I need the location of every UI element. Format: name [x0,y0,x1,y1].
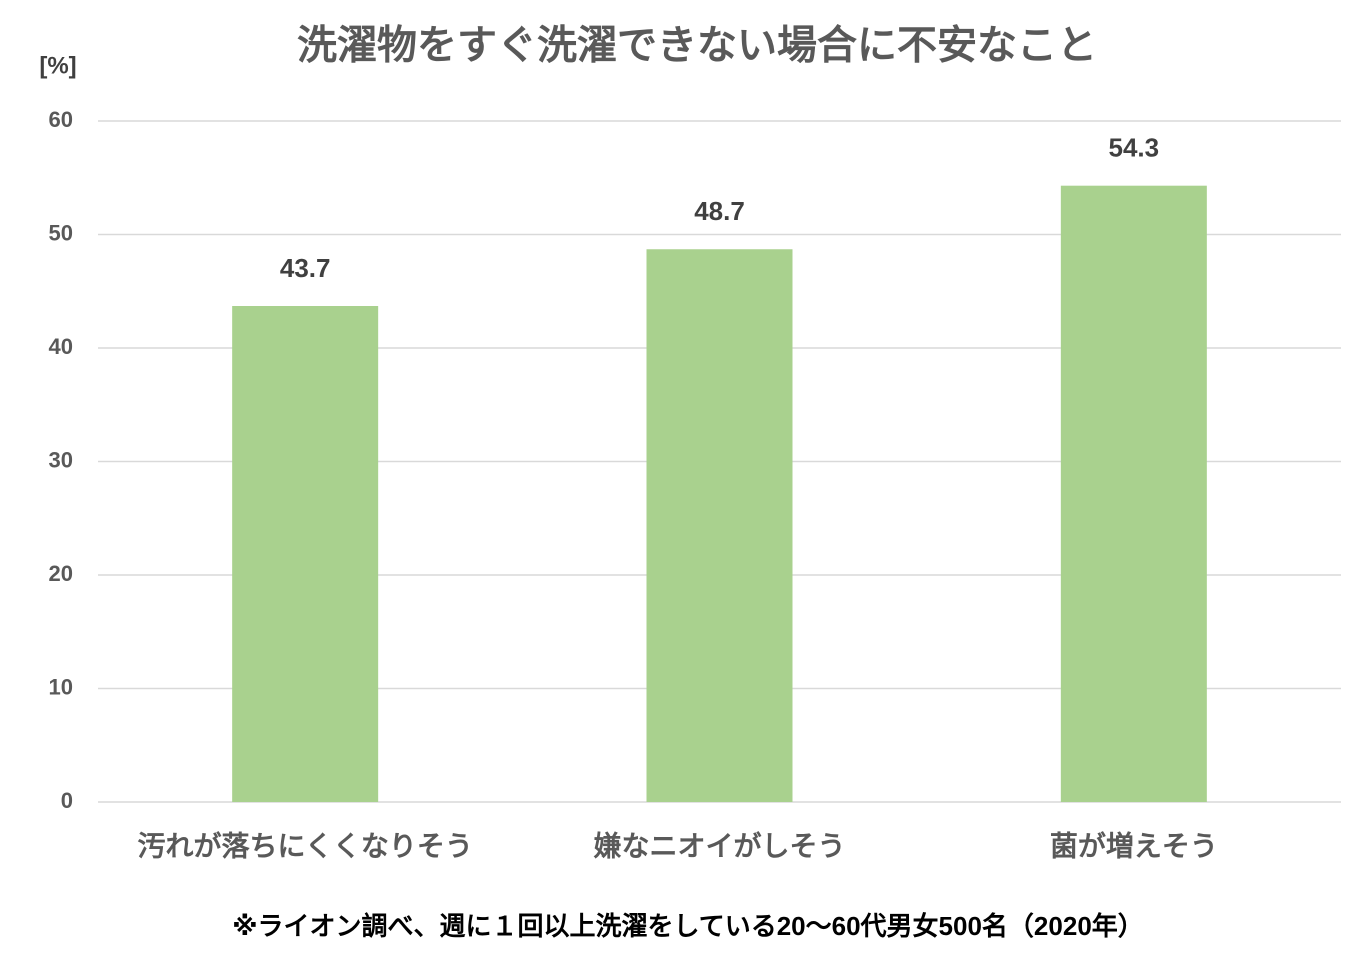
bar [1060,185,1207,802]
chart-title: 洗濯物をすぐ洗濯できない場合に不安なこと [297,24,1097,68]
y-tick-label: 40 [49,334,73,359]
x-tick-label: 菌が増えそう [1050,829,1218,861]
value-label: 54.3 [1109,133,1160,163]
x-tick-label: 汚れが落ちにくくなりそう [137,829,472,861]
y-tick-label: 50 [49,220,73,245]
y-axis-unit: [%] [39,52,76,79]
value-label: 43.7 [280,253,331,283]
y-tick-label: 20 [49,561,73,586]
value-label: 48.7 [694,196,745,226]
x-tick-label: 嫌なニオイがしそう [593,829,845,861]
footnote: ※ライオン調べ、週に１回以上洗濯をしている20～60代男女500名（2020年） [232,911,1144,941]
y-tick-label: 30 [49,447,73,472]
y-tick-label: 0 [61,788,73,813]
y-tick-label: 10 [49,674,73,699]
bar [646,249,793,802]
bar [232,306,379,802]
y-tick-label: 60 [49,107,73,132]
